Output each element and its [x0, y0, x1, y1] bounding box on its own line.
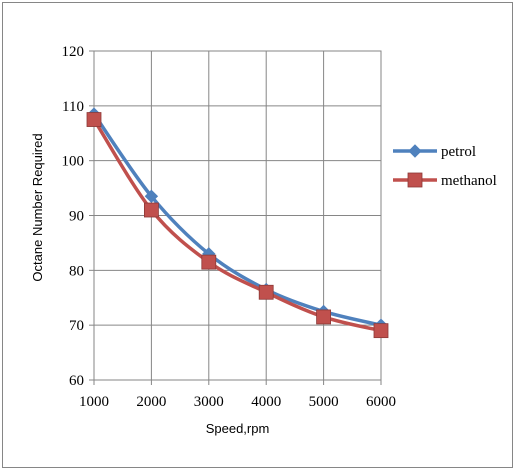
y-tick-label: 60: [69, 373, 84, 389]
y-axis-title: Octane Number Required: [30, 133, 45, 281]
data-point-methanol: [258, 284, 274, 300]
x-tick-label: 4000: [251, 394, 281, 410]
legend-label-methanol: methanol: [441, 173, 497, 189]
data-point-methanol: [373, 323, 389, 339]
x-tick-label: 1000: [79, 394, 109, 410]
y-tick-label: 80: [69, 263, 84, 279]
chart-frame: [2, 2, 513, 468]
series-line-petrol: [92, 113, 382, 327]
data-point-methanol: [143, 202, 159, 218]
legend-marker-methanol: [407, 172, 423, 188]
x-axis-ticks: 1000 2000 3000 4000 5000 6000: [79, 380, 396, 410]
data-point-petrol: [144, 189, 159, 204]
series-methanol: [86, 112, 389, 339]
x-tick-label: 3000: [194, 394, 224, 410]
y-tick-label: 110: [62, 99, 84, 115]
x-tick-label: 2000: [136, 394, 166, 410]
data-point-methanol: [316, 309, 332, 325]
y-tick-label: 100: [62, 154, 85, 170]
x-tick-label: 6000: [366, 394, 396, 410]
y-tick-label: 120: [62, 44, 85, 60]
x-axis-title: Speed,rpm: [206, 421, 270, 436]
series-layer: [86, 107, 389, 339]
data-point-methanol: [86, 112, 102, 127]
series-petrol: [87, 107, 388, 332]
legend-item-methanol: methanol: [393, 172, 497, 189]
y-tick-label: 90: [69, 209, 84, 225]
x-tick-label: 5000: [309, 394, 339, 410]
series-line-methanol: [92, 118, 382, 333]
data-point-methanol: [201, 254, 217, 270]
y-axis-ticks: 60 70 80 90 100 110 120: [62, 44, 94, 389]
y-tick-label: 70: [69, 318, 84, 334]
legend: petrol methanol: [393, 144, 497, 189]
legend-label-petrol: petrol: [441, 144, 476, 160]
grid-lines: [93, 50, 382, 381]
legend-item-petrol: petrol: [393, 144, 476, 160]
legend-marker-petrol: [408, 144, 422, 158]
